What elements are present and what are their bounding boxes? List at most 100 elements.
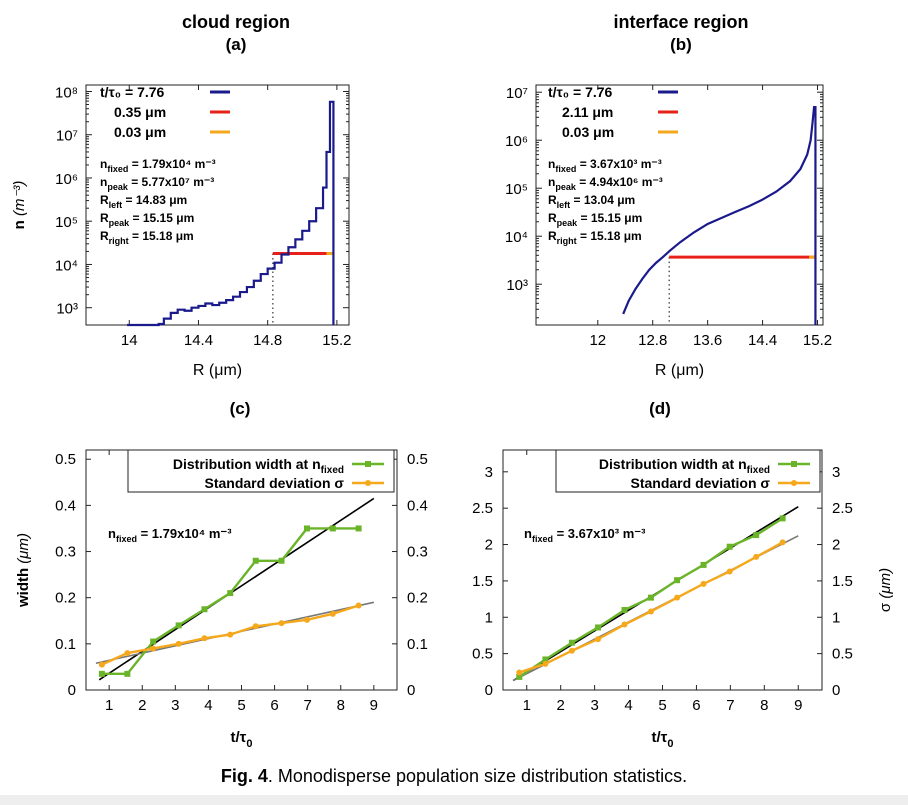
x-axis-label: t/τ0 bbox=[652, 729, 674, 750]
distribution-line bbox=[622, 105, 817, 325]
series-point bbox=[150, 645, 157, 652]
y-axis-label-right: σ (μm) bbox=[877, 568, 894, 612]
x-tick-label: 12.8 bbox=[638, 332, 667, 349]
plot-frame bbox=[85, 84, 350, 326]
x-tick-label: 2 bbox=[557, 697, 565, 714]
panel-label: (b) bbox=[670, 35, 692, 54]
y-axis-label: n (m⁻³) bbox=[11, 181, 28, 230]
stat-annotation: Rpeak = 15.15 μm bbox=[548, 211, 642, 228]
y-tick-label-right: 0.2 bbox=[407, 590, 428, 607]
panel-label: (a) bbox=[226, 35, 247, 54]
bottom-band bbox=[0, 795, 908, 805]
stat-annotation: npeak = 4.94x10⁶ m⁻³ bbox=[548, 175, 663, 192]
x-axis-label: t/τ0 bbox=[231, 729, 253, 750]
series-point bbox=[278, 557, 285, 564]
series-point bbox=[150, 638, 157, 645]
series-point bbox=[304, 616, 311, 623]
x-tick-label: 3 bbox=[171, 697, 179, 714]
stat-annotation: Rpeak = 15.15 μm bbox=[100, 211, 194, 228]
y-tick-label-right: 3 bbox=[832, 464, 840, 481]
y-tick-label-right: 2.5 bbox=[832, 500, 853, 517]
x-tick-label: 6 bbox=[692, 697, 700, 714]
y-tick-label-right: 1 bbox=[832, 609, 840, 626]
x-tick-label: 7 bbox=[726, 697, 734, 714]
series-point bbox=[124, 670, 131, 677]
series-point bbox=[201, 635, 208, 642]
caption-label: Fig. 4 bbox=[220, 766, 268, 786]
y-tick-label: 10⁷ bbox=[506, 85, 528, 102]
y-tick-label: 1.5 bbox=[472, 573, 493, 590]
y-tick-label: 10³ bbox=[56, 301, 78, 318]
y-tick-label: 10⁷ bbox=[56, 128, 78, 145]
series-point bbox=[516, 673, 523, 680]
y-tick-label: 10³ bbox=[506, 277, 528, 294]
y-tick-label: 10⁵ bbox=[55, 214, 78, 231]
stat-annotation: npeak = 5.77x10⁷ m⁻³ bbox=[100, 175, 214, 192]
series-point bbox=[568, 647, 575, 654]
plot-frame bbox=[535, 84, 824, 326]
series-point bbox=[674, 577, 681, 584]
series-point bbox=[252, 623, 259, 630]
y-tick-label: 0.4 bbox=[55, 497, 76, 514]
y-tick-label: 1 bbox=[485, 609, 493, 626]
legend-label: 0.35 μm bbox=[114, 104, 166, 120]
x-tick-label: 4 bbox=[624, 697, 632, 714]
stat-annotation: Rleft = 14.83 μm bbox=[100, 193, 187, 210]
series-point bbox=[779, 539, 786, 546]
y-axis-label: width (μm) bbox=[15, 533, 32, 608]
legend-label: Distribution width at nfixed bbox=[173, 456, 344, 476]
legend-label: t/τ₀ = 7.76 bbox=[100, 84, 165, 100]
series-point bbox=[355, 525, 362, 532]
chart-panel-b: interface region (b) 12 12.8 13.6 14.4 15.2 10³… bbox=[505, 12, 832, 379]
stat-annotation: nfixed = 3.67x10³ m⁻³ bbox=[548, 157, 662, 174]
series-point bbox=[595, 624, 602, 631]
x-tick-label: 14.4 bbox=[184, 332, 213, 349]
series-point bbox=[175, 640, 182, 647]
series-point bbox=[674, 594, 681, 601]
stat-annotation: nfixed = 1.79x10⁴ m⁻³ bbox=[100, 157, 216, 174]
series-point bbox=[329, 525, 336, 532]
series-point bbox=[304, 525, 311, 532]
legend-marker bbox=[365, 480, 371, 486]
series-point bbox=[726, 568, 733, 575]
series-point bbox=[227, 631, 234, 638]
x-tick-label: 14 bbox=[121, 332, 138, 349]
stat-annotation: Rright = 15.18 μm bbox=[100, 229, 194, 246]
x-tick-label: 7 bbox=[303, 697, 311, 714]
legend-label: 0.03 μm bbox=[562, 124, 614, 140]
y-tick-label: 2 bbox=[485, 537, 493, 554]
legend-label: Standard deviation σ bbox=[205, 475, 345, 491]
x-tick-label: 15.2 bbox=[322, 332, 351, 349]
x-tick-label: 14.4 bbox=[748, 332, 777, 349]
x-tick-label: 14.8 bbox=[253, 332, 282, 349]
y-tick-label-right: 0.4 bbox=[407, 497, 428, 514]
y-tick-label: 10⁸ bbox=[55, 84, 78, 101]
series-point bbox=[753, 553, 760, 560]
y-tick-label: 0.3 bbox=[55, 544, 76, 561]
legend-label: t/τ₀ = 7.76 bbox=[548, 84, 613, 100]
series-point bbox=[700, 580, 707, 587]
series-point bbox=[329, 610, 336, 617]
legend-box bbox=[127, 449, 395, 493]
figure-caption: Fig. 4. Monodisperse population size dis… bbox=[0, 766, 908, 787]
y-tick-label: 10⁶ bbox=[505, 133, 528, 150]
series-point bbox=[647, 594, 654, 601]
series-point bbox=[568, 639, 575, 646]
x-tick-label: 3 bbox=[590, 697, 598, 714]
series-point bbox=[98, 670, 105, 677]
x-axis-label: R (μm) bbox=[193, 362, 242, 379]
series-point bbox=[542, 660, 549, 667]
series-point bbox=[227, 590, 234, 597]
x-tick-label: 2 bbox=[138, 697, 146, 714]
x-tick-label: 15.2 bbox=[803, 332, 832, 349]
stat-annotation: Rright = 15.18 μm bbox=[548, 229, 642, 246]
x-tick-label: 12 bbox=[589, 332, 606, 349]
y-tick-label: 0 bbox=[68, 682, 76, 699]
figure-canvas: cloud region(a)14 14.4 14.8 15.210³10⁴10⁵10… bbox=[11, 12, 894, 750]
y-tick-label: 3 bbox=[485, 464, 493, 481]
y-tick-label-right: 0 bbox=[832, 682, 840, 699]
x-tick-label: 1 bbox=[523, 697, 531, 714]
x-tick-label: 5 bbox=[658, 697, 666, 714]
y-tick-label: 0.5 bbox=[55, 451, 76, 468]
series-point bbox=[621, 607, 628, 613]
